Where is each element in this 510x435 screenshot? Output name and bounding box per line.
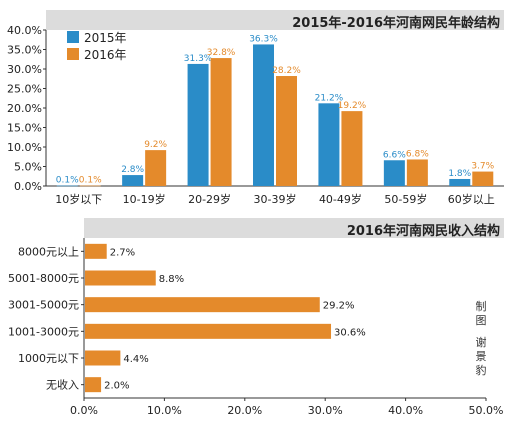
age-y-tick-label: 5.0% xyxy=(14,161,42,174)
income-bar xyxy=(85,243,107,259)
age-y-tick-label: 25.0% xyxy=(7,83,42,96)
legend-label: 2016年 xyxy=(84,48,127,62)
age-data-label: 2.8% xyxy=(121,165,144,175)
income-x-tick-label: 0.0% xyxy=(70,404,98,417)
age-y-tick-label: 10.0% xyxy=(7,141,42,154)
age-bar-2016 xyxy=(472,171,494,186)
income-data-label: 29.2% xyxy=(323,301,355,312)
age-bar-2016 xyxy=(210,58,232,186)
age-data-label: 32.8% xyxy=(207,48,236,58)
income-data-label: 8.8% xyxy=(159,274,184,285)
age-x-tick-label: 40-49岁 xyxy=(319,192,362,206)
income-y-tick-label: 无收入 xyxy=(46,378,79,392)
income-x-tick-label: 10.0% xyxy=(147,404,182,417)
age-y-tick-label: 15.0% xyxy=(7,122,42,135)
income-data-label: 2.0% xyxy=(104,381,129,392)
income-x-tick-label: 40.0% xyxy=(388,404,423,417)
age-data-label: 0.1% xyxy=(56,176,79,186)
age-y-tick-label: 40.0% xyxy=(7,24,42,37)
income-bar xyxy=(85,377,102,393)
age-chart-title: 2015年-2016年河南网民年龄结构 xyxy=(292,16,500,31)
credit-char: 谢 xyxy=(475,336,487,349)
age-bar-2015 xyxy=(187,63,209,186)
age-bar-2016 xyxy=(79,185,101,187)
age-data-label: 6.6% xyxy=(383,150,406,160)
age-bar-2015 xyxy=(56,185,78,187)
income-data-label: 30.6% xyxy=(334,327,366,338)
age-x-tick-label: 50-59岁 xyxy=(384,192,427,206)
legend-swatch-2015 xyxy=(67,31,79,43)
age-bar-2015 xyxy=(253,44,274,187)
age-bar-2016 xyxy=(341,111,363,186)
age-bar-2015 xyxy=(449,178,471,186)
credit-char: 制 xyxy=(475,300,487,313)
age-x-tick-label: 10岁以下 xyxy=(55,192,102,206)
age-bar-2015 xyxy=(122,175,144,186)
age-bar-2016 xyxy=(145,150,167,186)
income-chart-title: 2016年河南网民收入结构 xyxy=(346,224,500,239)
income-bar xyxy=(85,323,332,339)
legend-swatch-2016 xyxy=(67,48,79,60)
income-data-label: 2.7% xyxy=(110,247,135,258)
age-data-label: 6.8% xyxy=(406,149,429,159)
income-bar xyxy=(85,270,156,286)
map-credit: 制 图 谢 景 豹 xyxy=(474,300,488,378)
credit-char: 景 xyxy=(475,350,487,363)
age-bar-2015 xyxy=(318,103,340,186)
income-chart-title-bar xyxy=(84,218,504,238)
age-y-tick-label: 35.0% xyxy=(7,44,42,57)
income-data-label: 4.4% xyxy=(123,354,148,365)
income-y-tick-label: 5001-8000元 xyxy=(8,272,79,285)
age-data-label: 36.3% xyxy=(249,34,278,44)
age-data-label: 9.2% xyxy=(144,140,167,150)
age-bar-2016 xyxy=(406,159,428,186)
credit-char: 图 xyxy=(475,314,487,327)
age-data-label: 31.3% xyxy=(184,54,213,64)
income-bar xyxy=(85,350,121,366)
income-x-tick-label: 50.0% xyxy=(469,404,504,417)
legend-label: 2015年 xyxy=(84,31,127,45)
age-data-label: 1.8% xyxy=(448,169,471,179)
age-bar-2016 xyxy=(276,76,297,186)
credit-char: 豹 xyxy=(475,364,487,377)
age-y-tick-label: 20.0% xyxy=(7,102,42,115)
age-data-label: 3.7% xyxy=(471,162,494,172)
age-x-tick-label: 60岁以上 xyxy=(448,192,495,206)
age-y-tick-label: 0.0% xyxy=(14,180,42,193)
income-x-tick-label: 30.0% xyxy=(308,404,343,417)
age-data-label: 19.2% xyxy=(338,101,367,111)
age-x-tick-label: 10-19岁 xyxy=(123,192,166,206)
age-x-tick-label: 30-39岁 xyxy=(254,192,297,206)
income-y-tick-label: 1001-3000元 xyxy=(8,325,79,338)
age-y-tick-label: 30.0% xyxy=(7,63,42,76)
age-data-label: 21.2% xyxy=(315,93,344,103)
age-chart-title-bar xyxy=(46,10,504,30)
income-x-tick-label: 20.0% xyxy=(227,404,262,417)
income-bar xyxy=(85,297,320,313)
age-data-label: 28.2% xyxy=(272,66,301,76)
age-x-tick-label: 20-29岁 xyxy=(188,192,231,206)
income-y-tick-label: 8000元以上 xyxy=(18,245,79,258)
income-y-tick-label: 3001-5000元 xyxy=(8,299,79,312)
age-data-label: 0.1% xyxy=(79,176,102,186)
age-bar-2015 xyxy=(383,160,405,186)
income-y-tick-label: 1000元以下 xyxy=(18,352,79,365)
